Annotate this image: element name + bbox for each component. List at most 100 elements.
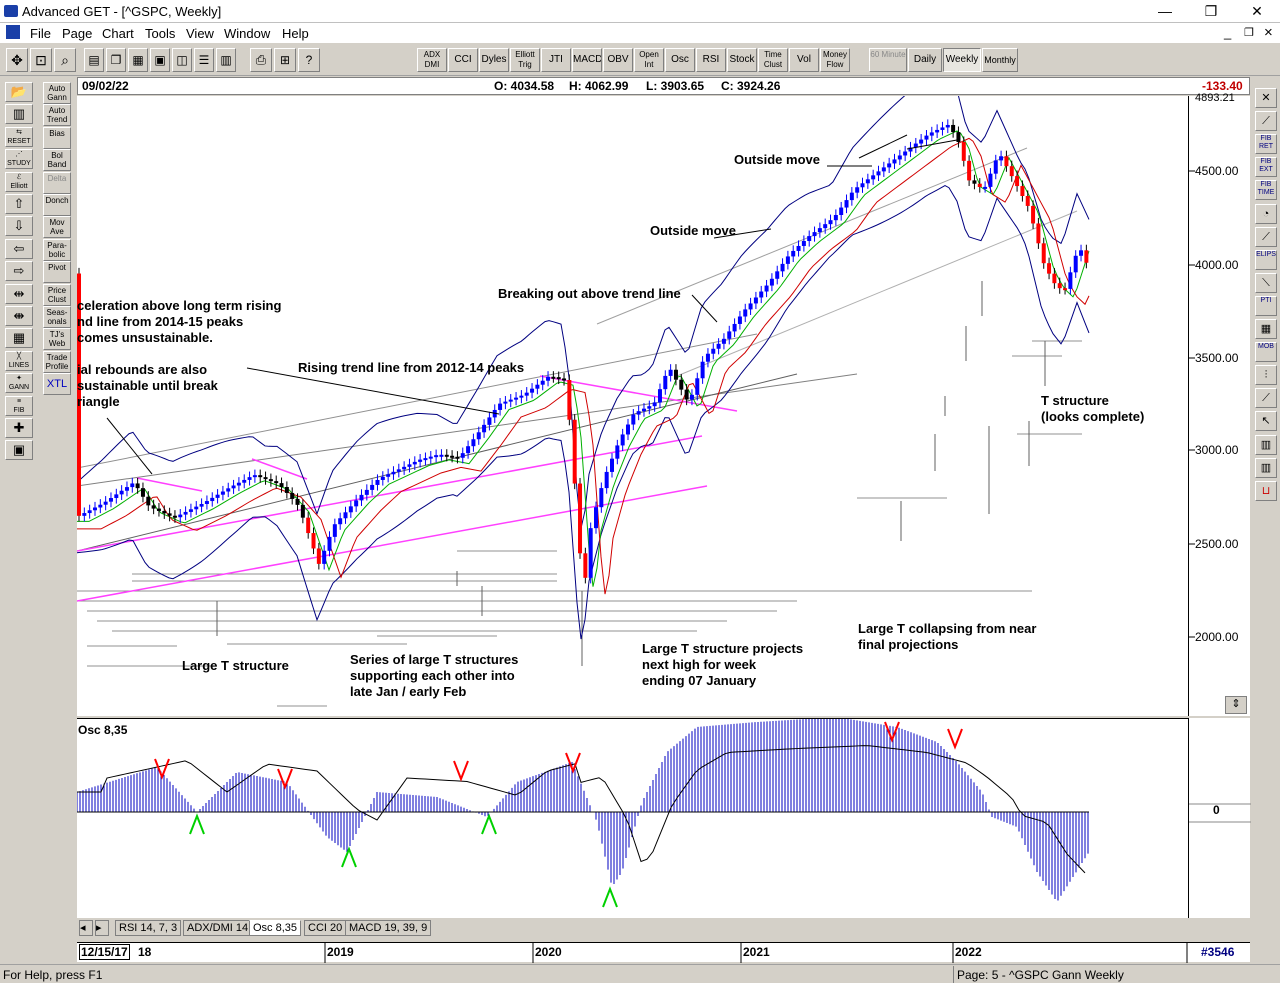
new-page-icon[interactable]: ⊡ [30,48,52,72]
study-donch-button[interactable]: Donch [43,194,71,216]
menu-window[interactable]: Window [224,26,271,41]
study-delta-button[interactable]: Delta [43,171,71,194]
study-time-clust-button[interactable]: Time Clust [758,48,788,72]
study-money-flow-button[interactable]: Money Flow [820,48,850,72]
pti-icon[interactable]: PTI [1255,295,1277,316]
doc-icon[interactable] [6,25,20,39]
close-x-icon[interactable]: ✕ [1255,88,1277,108]
scale-toggle-icon[interactable]: ⇕ [1225,696,1247,714]
menu-chart[interactable]: Chart [102,26,134,41]
chart-icon[interactable]: ▦ [128,48,148,72]
study-tj-s-web-button[interactable]: TJ's Web [43,328,71,351]
study-pivot-button[interactable]: Pivot [43,261,71,284]
price-chart[interactable]: celeration above long term rising nd lin… [76,70,1188,716]
study-stock-button[interactable]: Stock [727,48,757,72]
fib-circle-icon[interactable]: ◔ [1255,203,1277,224]
gann-icon[interactable]: ✦ GANN [5,373,33,394]
study-auto-trend-button[interactable]: Auto Trend [43,104,71,127]
study-bias-button[interactable]: Bias [43,126,71,149]
channel3-icon[interactable]: ▥ [1255,457,1277,478]
pointer-icon[interactable]: ✥ [6,48,28,72]
period-weekly-button[interactable]: Weekly [943,48,981,72]
close-button[interactable]: ✕ [1251,3,1263,19]
compress-icon[interactable]: ⇹ [5,283,33,304]
cursor-icon[interactable]: ↖ [1255,411,1277,432]
menu-help[interactable]: Help [282,26,309,41]
fib-time-icon[interactable]: FIB TIME [1255,180,1277,201]
ellipse-icon[interactable]: ELIPS [1255,249,1277,270]
menu-page[interactable]: Page [62,26,93,41]
grid-toolbar-icon[interactable]: ▥ [216,48,236,72]
study-jti-button[interactable]: JTI [541,48,571,72]
tab-cci[interactable]: CCI 20 [304,920,347,936]
study-auto-gann-button[interactable]: Auto Gann [43,82,71,104]
bars-icon[interactable]: ▥ [5,104,33,125]
help-icon[interactable]: ? [298,48,320,72]
study-obv-button[interactable]: OBV [603,48,633,72]
window-icon[interactable]: ◫ [172,48,192,72]
question-icon[interactable]: ⊞ [274,48,296,72]
study-xtl-button[interactable]: XTL [43,373,71,396]
study-adx-dmi-button[interactable]: ADX DMI [417,48,447,72]
left-arrow-icon[interactable]: ⇦ [5,238,33,259]
fan-icon[interactable]: ⟋ [1255,226,1277,247]
study-elliott-trig-button[interactable]: Elliott Trig [510,48,540,72]
lines-icon[interactable]: ⫶ [1255,365,1277,386]
maximize-button[interactable]: ❐ [1204,3,1218,19]
elliott-icon[interactable]: ℰ Elliott [5,171,33,192]
tab-rsi[interactable]: RSI 14, 7, 3 [115,920,182,936]
tab-scroll-left[interactable]: ◂ [79,920,93,936]
right-arrow-icon[interactable]: ⇨ [5,261,33,282]
print-icon[interactable]: ⎙ [250,48,272,72]
study-cci-button[interactable]: CCI [448,48,478,72]
price-scale[interactable]: 4893.21 4500.00 4000.00 3500.00 3000.00 … [1188,92,1250,716]
menu-view[interactable]: View [186,26,214,41]
study-macd-button[interactable]: MACD [572,48,602,72]
study-open-int-button[interactable]: Open Int [634,48,664,72]
crosshair-icon[interactable]: ✚ [5,418,33,438]
settings-icon[interactable]: ▣ [5,440,33,461]
menu-file[interactable]: File [30,26,51,41]
minimize-button[interactable]: — [1158,3,1172,19]
child-close-button[interactable]: × [1264,24,1273,41]
tab-adx-dmi[interactable]: ADX/DMI 14 [183,920,253,936]
tab-scroll-right[interactable]: ▸ [95,920,109,936]
grid-icon[interactable]: ▦ [5,328,33,349]
lines-icon[interactable]: ╳ LINES [5,350,33,371]
channel-icon[interactable]: ⟍ [1255,272,1277,293]
expand-icon[interactable]: ⇼ [5,306,33,326]
copy-icon[interactable]: ❐ [106,48,126,72]
study-dyles-button[interactable]: Dyles [479,48,509,72]
study-price-clust-button[interactable]: Price Clust [43,283,71,306]
diagonal-icon[interactable]: ⟋ [1255,388,1277,409]
tab-macd[interactable]: MACD 19, 39, 9 [345,920,432,936]
study-icon[interactable]: ⋰ STUDY [5,149,33,170]
open-folder-icon[interactable]: 📂 [5,82,33,102]
study-osc-button[interactable]: Osc [665,48,695,72]
down-arrow-icon[interactable]: ⇩ [5,216,33,237]
mob-icon[interactable]: MOB [1255,342,1277,363]
period-daily-button[interactable]: Daily [908,48,942,72]
oscillator-panel[interactable]: Osc 8,35 [76,717,1188,918]
period-monthly-button[interactable]: Monthly [982,48,1018,72]
grid-icon[interactable]: ▦ [1255,319,1277,339]
study-trade-profile-button[interactable]: Trade Profile [43,350,71,373]
study-rsi-button[interactable]: RSI [696,48,726,72]
fib-ext-icon[interactable]: FIB EXT [1255,157,1277,178]
child-minimize-button[interactable]: _ [1224,25,1232,40]
reset-icon[interactable]: ⇆ RESET [5,126,33,147]
study-bol-band-button[interactable]: Bol Band [43,149,71,172]
channel2-icon[interactable]: ▥ [1255,434,1277,455]
child-maximize-button[interactable]: ❐ [1244,27,1254,39]
fib-ret-icon[interactable]: FIB RET [1255,134,1277,155]
up-arrow-icon[interactable]: ⇧ [5,194,33,214]
pen-icon[interactable]: ⟋ [1255,111,1277,132]
period-60-minute-button[interactable]: 60 Minute [869,48,907,72]
fib-icon[interactable]: ≡ FIB [5,395,33,416]
document-icon[interactable]: ▤ [84,48,104,72]
study-mov-ave-button[interactable]: Mov Ave [43,216,71,239]
list-icon[interactable]: ☰ [194,48,214,72]
unit-icon[interactable]: ⊔ [1255,480,1277,501]
layout-icon[interactable]: ▣ [150,48,170,72]
tab-osc[interactable]: Osc 8,35 [249,920,302,936]
